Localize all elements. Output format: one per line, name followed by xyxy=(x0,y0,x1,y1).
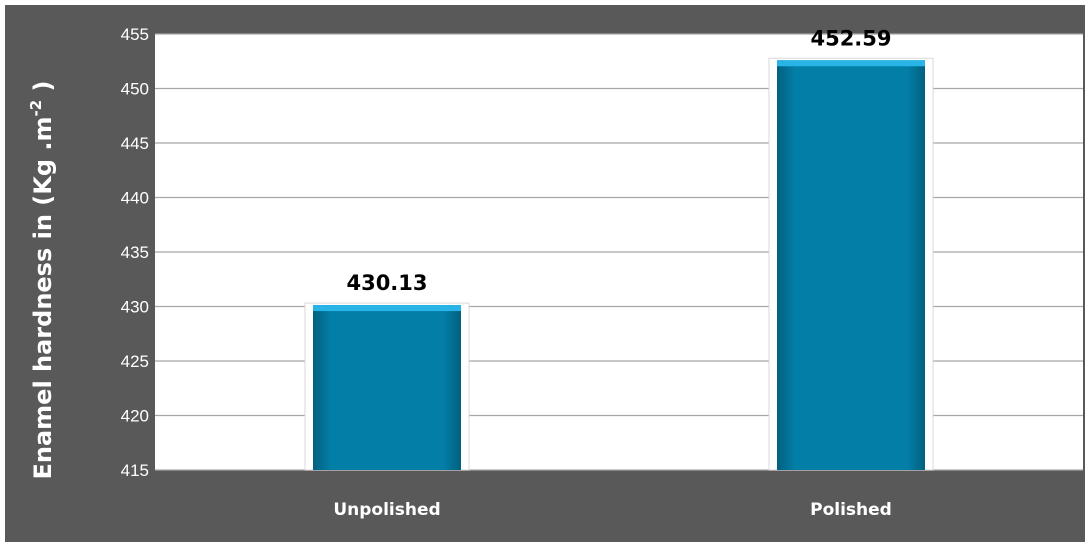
y-axis-label: Enamel hardness in (Kg .m-2 ) xyxy=(27,80,57,479)
y-axis-ticks: 415 420 425 430 435 440 445 450 455 xyxy=(121,25,149,480)
y-tick-label: 430 xyxy=(121,298,149,317)
bar xyxy=(777,60,925,470)
y-tick-label: 455 xyxy=(121,25,149,44)
x-tick-label: Unpolished xyxy=(333,500,440,520)
y-tick-label: 420 xyxy=(121,407,149,426)
bar-chart: 430.13 452.59 415 420 425 430 435 440 445 450 455… xyxy=(27,25,1083,520)
y-tick-label: 415 xyxy=(121,461,149,480)
y-tick-label: 435 xyxy=(121,243,149,262)
y-tick-label: 450 xyxy=(121,80,149,99)
y-axis-label-superscript: -2 xyxy=(27,100,45,117)
x-tick-label: Polished xyxy=(810,500,892,520)
bar-top-bevel xyxy=(777,60,925,67)
x-axis-categories: Unpolished Polished xyxy=(333,500,892,520)
bars: 430.13 452.59 xyxy=(304,26,934,471)
y-axis-label-suffix: ) xyxy=(29,80,57,99)
y-tick-label: 445 xyxy=(121,134,149,153)
y-tick-label: 440 xyxy=(121,189,149,208)
y-tick-label: 425 xyxy=(121,352,149,371)
chart-frame: 430.13 452.59 415 420 425 430 435 440 445 450 455… xyxy=(5,5,1085,542)
data-label: 452.59 xyxy=(810,26,891,50)
y-axis-label-main: Enamel hardness in (Kg .m xyxy=(29,116,57,479)
bar xyxy=(313,305,461,470)
bar-top-bevel xyxy=(313,305,461,312)
data-label: 430.13 xyxy=(346,271,427,295)
